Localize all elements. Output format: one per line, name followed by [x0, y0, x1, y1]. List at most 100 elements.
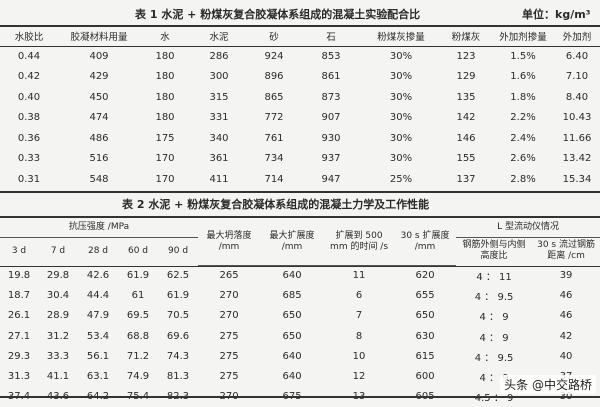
table-cell: 180	[155, 71, 175, 83]
table-cell: 61.9	[166, 290, 190, 302]
table-cell: 56.1	[86, 350, 110, 362]
table-cell: 640	[282, 270, 302, 282]
table1-unit: 单位：kg/m³	[522, 8, 591, 21]
table-cell: 44.4	[86, 290, 110, 302]
table-row: 29.3 33.3 56.1 71.2 74.3 275 640 10 615 4 ： 9.5 40	[0, 346, 600, 366]
table-cell: 175	[155, 132, 175, 144]
table-cell: 27.1	[7, 330, 31, 342]
table-cell: 26.1	[7, 310, 31, 322]
table-cell: 146	[456, 132, 476, 144]
table-cell: 2.8%	[510, 173, 536, 185]
table-cell: 61	[131, 290, 145, 302]
table-cell: 361	[209, 153, 229, 165]
table-cell: 33.3	[46, 350, 70, 362]
table-cell: 30%	[389, 153, 413, 165]
table-cell: 0.44	[17, 50, 41, 62]
table1-title: 表 1 水泥 + 粉煤灰复合胶凝体系组成的混凝土实验配合比	[135, 8, 421, 21]
table-cell: 31.3	[7, 371, 31, 383]
table1-top-rule	[0, 25, 600, 27]
table-cell: 7.10	[565, 71, 589, 83]
table-cell: 4 ： 11	[476, 271, 512, 283]
table1-header-cell: 水泥	[209, 32, 229, 43]
table-cell: 70.5	[166, 310, 190, 322]
table-cell: 930	[321, 132, 341, 144]
table-cell: 47.9	[86, 310, 110, 322]
table-cell: 907	[321, 112, 341, 124]
table1-header-row: 水胶比 胶凝材料用量 水 水泥 砂 石 粉煤灰掺量 粉煤灰 外加剂掺量 外加剂	[0, 26, 600, 46]
table-cell: 2.4%	[510, 132, 536, 144]
table-cell: 180	[155, 112, 175, 124]
table-cell: 0.31	[17, 173, 41, 185]
table-cell: 142	[456, 112, 476, 124]
table2-bottom-rule	[0, 396, 600, 398]
table-cell: 924	[264, 50, 284, 62]
table2-group-row: 抗压强度 /MPa 最大坍落度 /mm 最大扩展度 /mm 扩展到 500 mm…	[0, 219, 600, 266]
lflow-sub-header: 30 s 流过钢筋距离 /cm	[537, 240, 595, 262]
table-cell: 411	[209, 173, 229, 185]
table-cell: 123	[456, 50, 476, 62]
table-cell: 0.40	[17, 91, 41, 103]
strength-group-header: 抗压强度 /MPa	[0, 219, 199, 238]
table-row: 0.31 548 170 411 714 947 25% 137 2.8% 15.34	[0, 169, 600, 190]
table-cell: 46	[559, 290, 573, 302]
table-cell: 650	[282, 310, 302, 322]
table-cell: 71.2	[126, 350, 150, 362]
table-cell: 429	[89, 71, 109, 83]
table-cell: 4 ： 9	[479, 332, 509, 344]
table-cell: 25%	[389, 173, 413, 185]
table-cell: 486	[89, 132, 109, 144]
table-cell: 39	[559, 269, 573, 281]
table-cell: 135	[456, 91, 476, 103]
table-row: 0.33 516 170 361 734 937 30% 155 2.6% 13.42	[0, 149, 600, 170]
table1-header-cell: 石	[326, 32, 336, 43]
table2-title: 表 2 水泥 + 粉煤灰复合胶凝体系组成的混凝土力学及工作性能	[122, 198, 430, 211]
table-cell: 865	[264, 91, 284, 103]
table-cell: 10	[352, 350, 366, 362]
table-cell: 331	[209, 112, 229, 124]
table-cell: 655	[415, 290, 435, 302]
spread-time-header: 扩展到 500 mm 的时间 /s	[324, 219, 395, 266]
table1-header-cell: 水	[160, 32, 170, 43]
table-cell: 19.8	[7, 269, 31, 281]
table-cell: 61.9	[126, 269, 150, 281]
table-cell: 1.8%	[510, 91, 536, 103]
table-cell: 275	[219, 330, 239, 342]
strength-age-header: 7 d	[50, 245, 66, 256]
table-cell: 0.38	[17, 112, 41, 124]
table-cell: 714	[264, 173, 284, 185]
table-cell: 40	[559, 350, 573, 362]
table-cell: 270	[219, 310, 239, 322]
table-row: 19.8 29.8 42.6 61.9 62.5 265 640 11 620 4 ： 11 39	[0, 265, 600, 286]
table2-header-rule	[0, 266, 600, 267]
table-cell: 761	[264, 132, 284, 144]
table-row: 0.36 486 175 340 761 930 30% 146 2.4% 11.66	[0, 128, 600, 149]
table-cell: 46	[559, 310, 573, 322]
table-cell: 13.42	[562, 153, 592, 165]
table-cell: 340	[209, 132, 229, 144]
table-cell: 0.36	[17, 132, 41, 144]
strength-age-header: 3 d	[11, 245, 27, 256]
table-cell: 734	[264, 153, 284, 165]
table1-header-cell: 水胶比	[14, 32, 44, 43]
table-cell: 450	[89, 91, 109, 103]
table-cell: 180	[155, 91, 175, 103]
table-cell: 30%	[389, 71, 413, 83]
table2-subheader-row: 3 d 7 d 28 d 60 d 90 d 钢筋外侧与内侧高度比 30 s 流过钢筋距离 …	[0, 237, 600, 265]
table2: 抗压强度 /MPa 最大坍落度 /mm 最大扩展度 /mm 扩展到 500 mm…	[0, 219, 600, 407]
table-cell: 74.9	[126, 371, 150, 383]
table1-header-rule	[0, 46, 600, 47]
table-cell: 12	[352, 371, 366, 383]
spread-header: 最大扩展度 /mm	[260, 219, 325, 266]
table-cell: 640	[282, 371, 302, 383]
table-cell: 30.4	[46, 290, 70, 302]
table-row: 0.42 429 180 300 896 861 30% 129 1.6% 7.10	[0, 67, 600, 88]
table-cell: 28.9	[46, 310, 70, 322]
table-cell: 4 ： 9.5	[474, 352, 514, 364]
strength-age-header: 60 d	[127, 245, 149, 256]
table-cell: 4 ： 9.5	[474, 292, 514, 304]
table1-header-cell: 外加剂掺量	[499, 32, 547, 43]
table-cell: 7	[355, 310, 363, 322]
table-cell: 0.42	[17, 71, 41, 83]
table-cell: 650	[282, 330, 302, 342]
table-cell: 81.3	[166, 371, 190, 383]
